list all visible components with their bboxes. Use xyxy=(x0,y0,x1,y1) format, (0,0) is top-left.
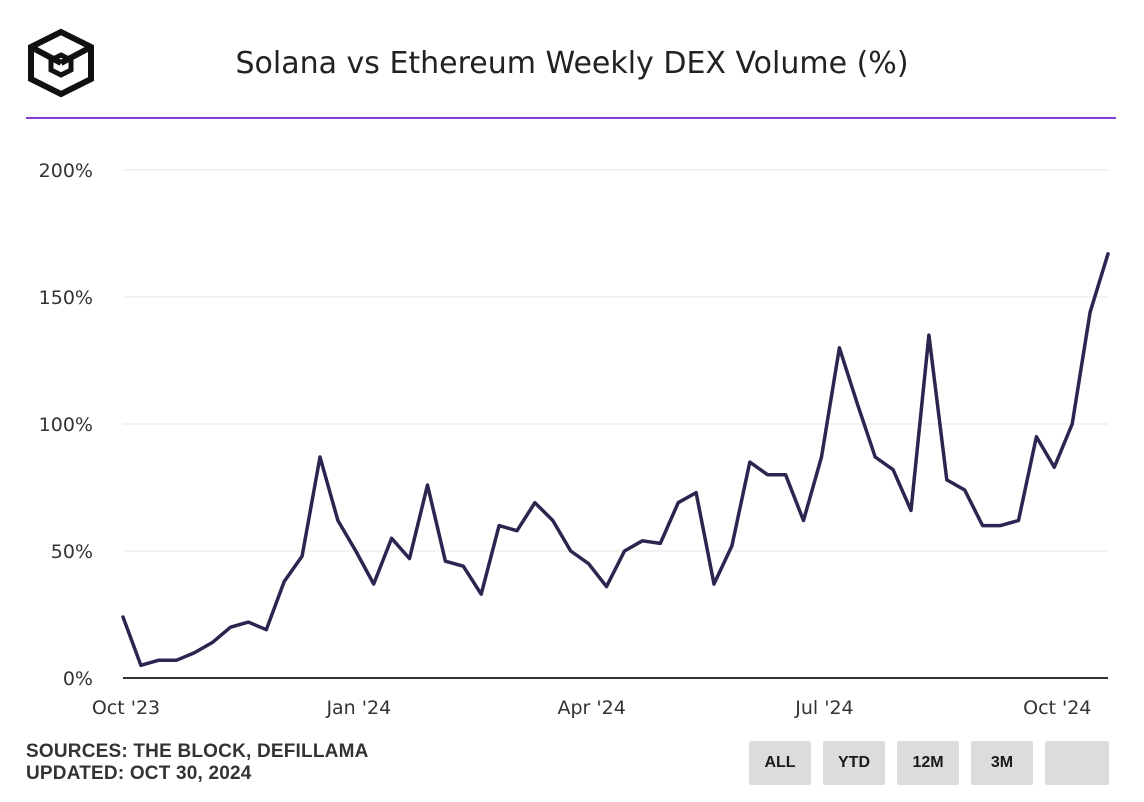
x-tick-label: Oct '23 xyxy=(92,697,160,719)
the-block-cube-icon xyxy=(28,28,94,98)
series-line xyxy=(121,252,1110,668)
chart-title: Solana vs Ethereum Weekly DEX Volume (%) xyxy=(235,46,909,81)
x-tick-label: Apr '24 xyxy=(557,697,625,719)
range-button-3m[interactable]: 3M xyxy=(971,741,1033,785)
chart-footer: SOURCES: THE BLOCK, DEFILLAMA UPDATED: O… xyxy=(26,741,369,785)
range-button-12m[interactable]: 12M xyxy=(897,741,959,785)
y-axis-labels: 0% 50% 100% 150% 200% xyxy=(39,160,93,690)
y-tick-label: 50% xyxy=(51,541,93,563)
range-button-all[interactable]: ALL xyxy=(749,741,811,785)
x-axis-labels: Oct '23 Jan '24 Apr '24 Jul '24 Oct '24 xyxy=(92,697,1092,719)
sources-text: SOURCES: THE BLOCK, DEFILLAMA xyxy=(26,741,369,762)
series-layer xyxy=(121,252,1110,668)
range-button-ytd[interactable]: YTD xyxy=(823,741,885,785)
range-button-blank[interactable] xyxy=(1045,741,1109,785)
title-divider xyxy=(26,117,1116,119)
y-tick-label: 200% xyxy=(39,160,93,182)
grid-lines xyxy=(123,169,1108,552)
y-tick-label: 150% xyxy=(39,287,93,309)
x-tick-label: Oct '24 xyxy=(1023,697,1091,719)
updated-text: UPDATED: OCT 30, 2024 xyxy=(26,763,252,784)
x-tick-label: Jul '24 xyxy=(794,697,853,719)
x-tick-label: Jan '24 xyxy=(325,697,391,719)
y-tick-label: 0% xyxy=(63,668,93,690)
y-tick-label: 100% xyxy=(39,414,93,436)
